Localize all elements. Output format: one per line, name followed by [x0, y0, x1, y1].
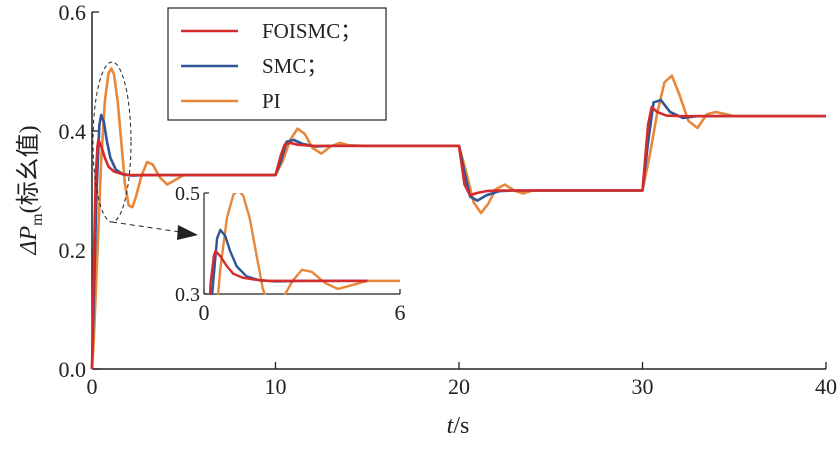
legend-label: SMC；: [262, 54, 327, 78]
x-axis-label: t/s: [447, 413, 470, 439]
y-tick-label: 0.4: [59, 119, 87, 144]
legend-label: FOISMC；: [262, 19, 361, 43]
legend: FOISMC； SMC； PI: [167, 7, 387, 121]
zoom-arrow-line: [111, 221, 181, 233]
zoom-annotation: [92, 61, 198, 240]
series-line-smc: [90, 98, 826, 370]
legend-items: FOISMC； SMC； PI: [181, 19, 361, 113]
x-tick-label: 10: [265, 374, 287, 399]
inset-y-tick-label: 0.3: [175, 284, 200, 306]
zoom-arrow-head: [177, 225, 198, 240]
series-line-pi: [90, 67, 826, 370]
inset-y-tick-label: 0.5: [175, 183, 200, 205]
y-tick-label: 0.6: [59, 0, 87, 25]
main-series: [90, 67, 826, 370]
inset-series: [208, 193, 400, 295]
inset-ticks: 0.3 0.5 0 6: [175, 183, 406, 325]
x-tick-label: 0: [87, 374, 98, 399]
inset-background: [204, 193, 400, 294]
legend-label: PI: [262, 89, 281, 113]
inset-chart: 0.3 0.5 0 6: [175, 183, 406, 325]
x-ticks: 0 10 20 30 40: [87, 362, 837, 399]
x-tick-label: 20: [448, 374, 470, 399]
y-tick-label: 0.2: [59, 238, 87, 263]
series-line-foismc: [90, 105, 826, 370]
y-ticks: 0.0 0.2 0.4 0.6: [59, 0, 99, 382]
y-axis-label: ΔPm(标幺值): [15, 125, 46, 255]
main-axes: 0.0 0.2 0.4 0.6 0 10 20 30 40: [59, 0, 838, 399]
x-tick-label: 30: [632, 374, 654, 399]
y-tick-label: 0.0: [59, 357, 87, 382]
inset-series-line: [216, 193, 400, 295]
inset-series-line: [208, 249, 368, 295]
x-tick-label: 40: [815, 374, 837, 399]
inset-x-tick-label: 0: [199, 300, 210, 325]
inset-x-tick-label: 6: [395, 300, 406, 325]
